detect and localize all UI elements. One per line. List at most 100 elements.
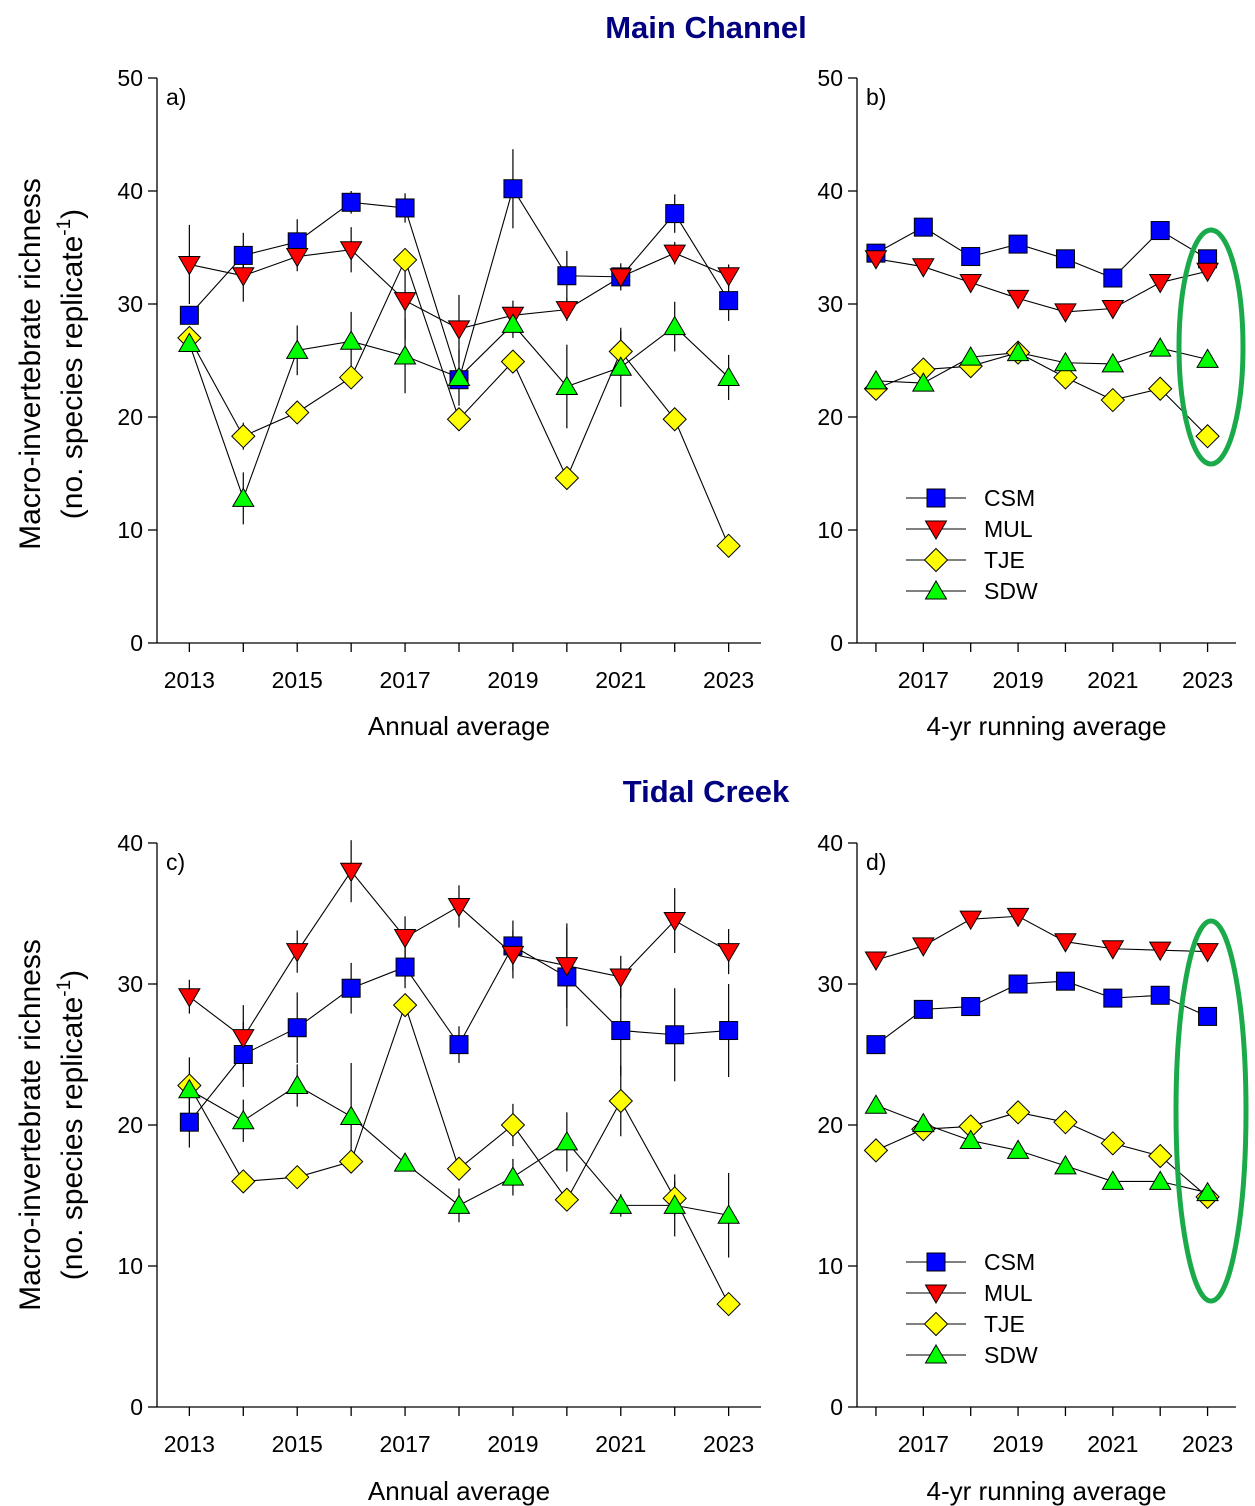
main-channel-title: Main Channel [605, 10, 807, 45]
point-sdw [285, 1074, 309, 1095]
y-axis-title-sup: -1 [54, 980, 75, 997]
legend-label: SDW [984, 1342, 1038, 1368]
point-mul [1101, 940, 1125, 960]
point-csm [233, 245, 253, 265]
point-tje [231, 1169, 256, 1194]
point-sdw [1148, 1170, 1172, 1190]
y-axis-title-top: Macro-invertebrate richness (no. species… [14, 178, 89, 550]
point-csm [179, 305, 199, 325]
point-mul [447, 897, 471, 918]
point-mul [663, 244, 687, 265]
point-mul [177, 988, 201, 1008]
point-mul [959, 274, 983, 294]
point-tje [392, 992, 418, 1018]
point-tje [1100, 387, 1126, 413]
legend-label: CSM [984, 1249, 1035, 1275]
x-tick-label: 2023 [703, 667, 754, 693]
point-csm [179, 1112, 199, 1132]
point-sdw [393, 344, 417, 365]
point-tje [554, 1187, 580, 1212]
point-tje [1195, 424, 1220, 449]
point-csm [449, 1035, 469, 1055]
point-mul [1101, 300, 1125, 320]
point-tje [1005, 1100, 1031, 1125]
point-csm [395, 957, 415, 977]
point-sdw [1196, 1181, 1219, 1202]
series-line-mul [875, 258, 1208, 313]
highlight-ellipse-b [1176, 227, 1246, 467]
point-mul [1196, 943, 1219, 963]
legend-label: TJE [984, 547, 1025, 573]
highlight-ellipse-d [1173, 918, 1249, 1304]
y-tick-label: 10 [117, 1253, 143, 1279]
y-axis-title-prefix: (no. species replicate [56, 236, 89, 519]
point-sdw [1148, 337, 1172, 357]
point-sdw [285, 339, 309, 359]
point-mul [959, 910, 983, 931]
x-tick-label: 2021 [1087, 1431, 1138, 1457]
y-axis-title-line2: (no. species replicate-1) [54, 209, 89, 519]
point-tje [1147, 376, 1173, 401]
point-tje [338, 365, 364, 390]
legend-marker-mul [924, 1284, 948, 1304]
point-sdw [447, 366, 471, 386]
legend-marker-csm [926, 1252, 946, 1272]
legend-label: SDW [984, 578, 1038, 604]
point-sdw [609, 1194, 633, 1214]
point-sdw [1101, 352, 1125, 373]
x-tick-label: 2017 [898, 667, 949, 693]
point-mul [864, 250, 888, 270]
y-tick-label: 10 [817, 1253, 843, 1279]
y-tick-label: 20 [817, 1112, 843, 1138]
x-tick-label: 2019 [487, 667, 538, 693]
point-csm [611, 1021, 631, 1041]
point-sdw [1006, 1139, 1030, 1159]
point-sdw [231, 1109, 255, 1130]
point-sdw [1006, 341, 1030, 362]
point-sdw [663, 315, 687, 336]
point-tje [716, 1291, 741, 1317]
legend-marker-sdw [924, 1344, 948, 1364]
x-tick-label: 2023 [703, 1431, 754, 1457]
point-tje [1053, 365, 1078, 390]
x-tick-label: 2015 [272, 667, 323, 693]
point-mul [1006, 289, 1030, 310]
point-tje [338, 1149, 364, 1174]
point-mul [1196, 262, 1219, 283]
point-mul [393, 292, 417, 312]
point-csm [913, 999, 933, 1019]
point-mul [1054, 303, 1077, 323]
point-sdw [864, 1094, 888, 1114]
point-csm [503, 179, 523, 199]
point-tje [1147, 1143, 1173, 1169]
legend-marker-mul [924, 520, 948, 540]
point-csm [1008, 974, 1028, 994]
point-csm [1055, 971, 1075, 991]
point-csm [961, 247, 981, 267]
point-mul [717, 943, 741, 963]
y-tick-label: 10 [117, 517, 143, 543]
y-tick-label: 40 [817, 830, 843, 856]
y-axis-title-bottom: Macro-invertebrate richness (no. species… [14, 939, 89, 1311]
legend-marker-tje [923, 547, 949, 573]
point-tje [500, 1112, 526, 1138]
y-tick-label: 20 [817, 404, 843, 430]
point-sdw [609, 356, 633, 376]
point-mul [911, 937, 935, 957]
point-mul [911, 258, 935, 278]
y-tick-label: 40 [117, 178, 143, 204]
panel-d: 0 10 20 30 40 2017 2019 2021 2023 4-yr running av… [817, 830, 1236, 1506]
point-sdw [1054, 1154, 1077, 1175]
x-tick-label: 2019 [992, 1431, 1043, 1457]
y-axis-title-suffix: ) [56, 209, 89, 219]
point-mul [1148, 941, 1172, 962]
point-sdw [231, 487, 255, 507]
point-sdw [447, 1194, 471, 1214]
point-tje [285, 1164, 310, 1190]
point-csm [1103, 988, 1123, 1008]
point-tje [231, 424, 256, 449]
y-tick-label: 0 [830, 1394, 843, 1420]
point-csm [557, 266, 577, 286]
tidal-creek-title: Tidal Creek [623, 774, 790, 809]
